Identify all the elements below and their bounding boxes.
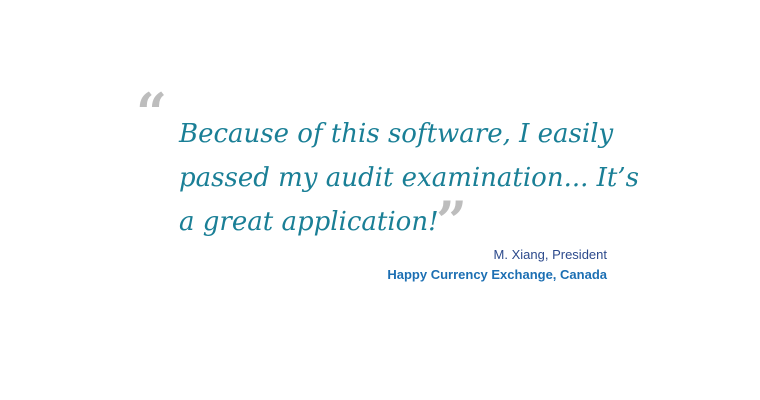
author-name: M. Xiang, President — [493, 247, 607, 262]
open-quote-icon: “ — [136, 81, 168, 145]
testimonial-attribution: M. Xiang, President Happy Currency Excha… — [387, 245, 607, 285]
testimonial-quote: Because of this software, I easily passe… — [179, 112, 649, 244]
quote-line-1: Because of this software, I easily — [179, 119, 614, 149]
quote-line-3: a great application! — [179, 207, 439, 237]
close-quote-icon: ” — [436, 189, 468, 253]
quote-line-2: passed my audit examination... It’s — [179, 163, 639, 193]
company-name: Happy Currency Exchange, Canada — [387, 267, 607, 282]
